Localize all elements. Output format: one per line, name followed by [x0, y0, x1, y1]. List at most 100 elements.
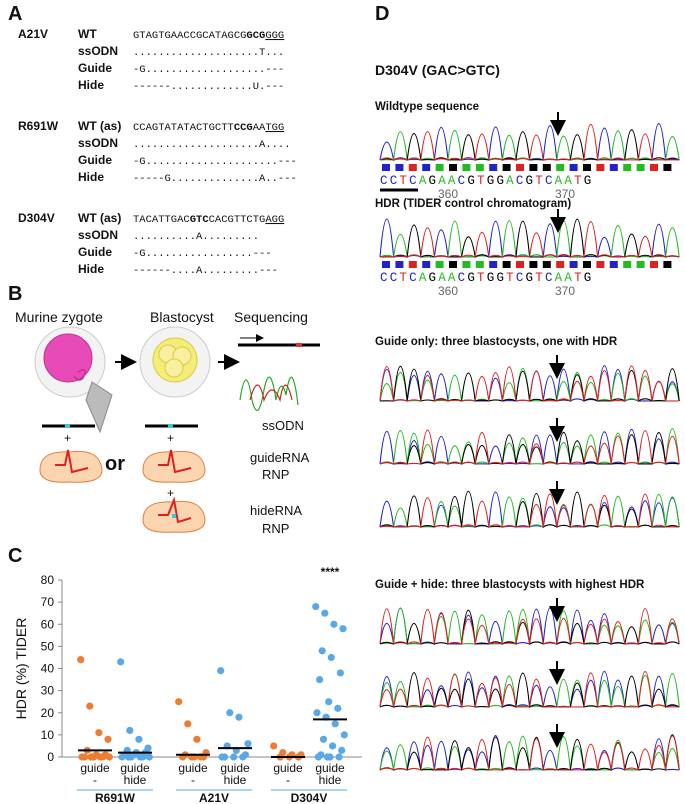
dot	[329, 742, 337, 750]
base-call	[395, 164, 404, 171]
base-call	[435, 164, 444, 171]
sequence-segment: -G...................---	[133, 64, 284, 76]
base-call	[569, 261, 578, 268]
sequence-segment: TGG	[265, 122, 284, 134]
sequence-segment: AGG	[265, 214, 284, 226]
y-tick-label: 10	[41, 728, 55, 742]
dot	[339, 625, 347, 633]
trace	[379, 672, 680, 708]
base-call	[596, 261, 605, 268]
row-name: ssODN	[78, 228, 118, 242]
x-tick-label: guide	[273, 761, 303, 775]
dot	[314, 753, 322, 761]
base-call	[382, 164, 390, 171]
dot	[126, 726, 134, 735]
base-call	[435, 261, 444, 268]
group-label: A21V	[199, 791, 229, 804]
base-call	[636, 164, 645, 171]
base-call	[529, 164, 538, 171]
y-tick-label: 60	[41, 617, 55, 631]
section-title: Guide only: three blastocysts, one with …	[375, 336, 618, 348]
mutation-label: R691W	[18, 119, 59, 133]
base-call	[542, 164, 551, 171]
base-call	[583, 164, 591, 171]
dot	[135, 735, 143, 743]
dot	[95, 729, 103, 737]
guide-label: guideRNA	[250, 450, 310, 465]
base-call	[583, 261, 591, 268]
dot	[104, 735, 112, 743]
dot	[193, 735, 201, 743]
sequence: ....................A....	[133, 139, 291, 151]
position-number: 360	[438, 187, 458, 201]
row-name: WT	[78, 27, 97, 41]
base-call	[408, 164, 417, 171]
chromatogram	[379, 491, 680, 528]
annotation: ****	[321, 565, 340, 579]
dot	[230, 753, 238, 761]
base-call	[542, 261, 551, 268]
base-call	[462, 261, 471, 268]
base-call	[663, 261, 672, 268]
y-tick-label: 20	[41, 706, 55, 720]
base-call	[529, 261, 538, 268]
sequence-segment: AA	[253, 122, 266, 134]
dot	[87, 753, 95, 761]
sequence-segment: GTAGTGAACCGCATAGCG	[133, 30, 246, 42]
dot	[226, 709, 234, 717]
x-tick-label: guide	[315, 761, 345, 775]
base-call	[609, 164, 618, 171]
base-call	[408, 261, 417, 268]
position-number: 370	[555, 187, 575, 201]
sequence-segment: GGG	[265, 30, 284, 42]
trace	[379, 129, 680, 161]
panel-title: D304V (GAC>GTC)	[375, 62, 500, 78]
trace	[379, 429, 680, 465]
sequence: -G.................---	[133, 248, 272, 260]
trace	[379, 491, 680, 528]
section-title: HDR (TIDER control chromatogram)	[375, 198, 571, 210]
hide-label: hideRNA	[250, 503, 302, 518]
dot	[335, 753, 343, 761]
x-tick-label: guide	[220, 761, 250, 775]
dot	[105, 753, 113, 761]
base-call	[475, 164, 484, 171]
dot	[117, 658, 125, 666]
dot	[331, 720, 339, 728]
y-tick-label: 50	[41, 639, 55, 653]
sequence: -G...................---	[133, 64, 284, 76]
sequence: CCAGTATATACTGCTTCCGAATGG	[133, 122, 284, 134]
dot	[175, 698, 183, 706]
y-axis-label: HDR (%) TIDER	[13, 618, 29, 720]
trace	[379, 607, 680, 645]
chromatogram	[379, 365, 680, 402]
base-call	[449, 164, 457, 171]
sequence: -----G..............A..---	[133, 173, 297, 185]
sequence: -G.....................---	[133, 156, 297, 168]
sequence-segment: ------....A.........---	[133, 265, 278, 277]
row-name: Hide	[78, 78, 104, 92]
or: or	[105, 453, 125, 475]
base-call	[609, 261, 618, 268]
dot	[124, 753, 133, 761]
dot	[321, 609, 329, 617]
x-tick-label: -	[93, 773, 97, 787]
trace	[379, 431, 680, 465]
dot	[316, 675, 324, 684]
base-call	[502, 261, 511, 268]
base-call	[516, 164, 524, 171]
trace	[379, 735, 680, 771]
group-label: R691W	[95, 791, 136, 804]
sequence-segment: TACATTGAC	[133, 214, 190, 226]
trace	[379, 493, 680, 528]
base-call	[395, 261, 404, 268]
row-name: ssODN	[78, 44, 118, 58]
chromatogram	[379, 670, 680, 708]
base-call	[462, 164, 471, 171]
step-label: Blastocyst	[150, 309, 214, 325]
row-name: Hide	[78, 262, 104, 276]
dot	[323, 753, 331, 761]
sequence: TACATTGACGTCCACGTTCTGAGG	[133, 214, 284, 226]
dot	[86, 702, 94, 710]
sequence-segment: ....................T...	[133, 47, 284, 59]
